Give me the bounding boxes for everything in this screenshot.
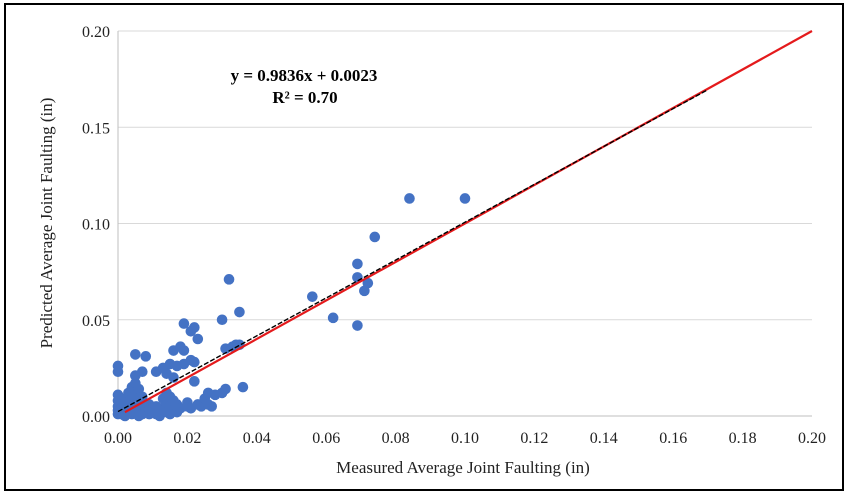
x-tick-label: 0.06 bbox=[312, 430, 340, 447]
r-squared-label: R² = 0.70 bbox=[272, 88, 337, 107]
x-tick-label: 0.14 bbox=[590, 430, 618, 447]
y-tick-label: 0.20 bbox=[82, 24, 110, 41]
x-tick-label: 0.04 bbox=[243, 430, 271, 447]
x-tick-label: 0.16 bbox=[659, 430, 687, 447]
data-points bbox=[112, 193, 471, 422]
data-point bbox=[223, 274, 235, 285]
data-point bbox=[237, 381, 249, 393]
gridlines bbox=[118, 30, 812, 321]
data-point bbox=[404, 193, 415, 204]
x-axis-title: Measured Average Joint Faulting (in) bbox=[336, 458, 590, 477]
data-point bbox=[220, 383, 231, 395]
data-point bbox=[130, 349, 141, 360]
data-point bbox=[178, 318, 190, 329]
data-point bbox=[307, 291, 318, 302]
x-tick-label: 0.18 bbox=[729, 430, 757, 447]
data-point bbox=[362, 277, 374, 289]
data-point bbox=[136, 366, 148, 378]
x-tick-label: 0.12 bbox=[520, 430, 548, 447]
trendline-equation: y = 0.9836x + 0.0023 bbox=[231, 66, 378, 85]
y-tick-label: 0.10 bbox=[82, 217, 110, 234]
data-point bbox=[352, 258, 363, 270]
x-tick-label: 0.02 bbox=[173, 430, 201, 447]
data-point bbox=[216, 314, 228, 326]
data-point bbox=[178, 345, 190, 356]
x-tick-label: 0.00 bbox=[104, 430, 132, 447]
data-point bbox=[206, 401, 217, 412]
data-point bbox=[234, 306, 245, 318]
data-point bbox=[189, 376, 200, 387]
data-point bbox=[327, 312, 339, 324]
y-tick-label: 0.00 bbox=[82, 409, 110, 426]
data-point bbox=[192, 333, 204, 345]
x-tick-label: 0.08 bbox=[382, 430, 410, 447]
y-tick-label: 0.15 bbox=[82, 120, 110, 137]
y-tick-label: 0.05 bbox=[82, 313, 110, 330]
x-tick-label: 0.20 bbox=[798, 430, 826, 447]
data-point bbox=[140, 351, 152, 362]
data-point bbox=[189, 356, 200, 368]
equality-line bbox=[124, 30, 813, 414]
data-point bbox=[369, 231, 381, 243]
data-point bbox=[459, 193, 471, 204]
y-axis-title: Predicted Average Joint Faulting (in) bbox=[37, 98, 56, 349]
tick-labels: 0.00 0.05 0.10 0.15 0.20 0.00 0.02 0.04 0.06 0.08… bbox=[82, 24, 826, 447]
data-point bbox=[112, 366, 124, 378]
data-point bbox=[352, 320, 363, 331]
trendline bbox=[117, 89, 709, 413]
x-tick-label: 0.10 bbox=[451, 430, 479, 447]
axes bbox=[117, 31, 812, 417]
fit-lines bbox=[117, 30, 813, 414]
data-point bbox=[189, 322, 200, 333]
